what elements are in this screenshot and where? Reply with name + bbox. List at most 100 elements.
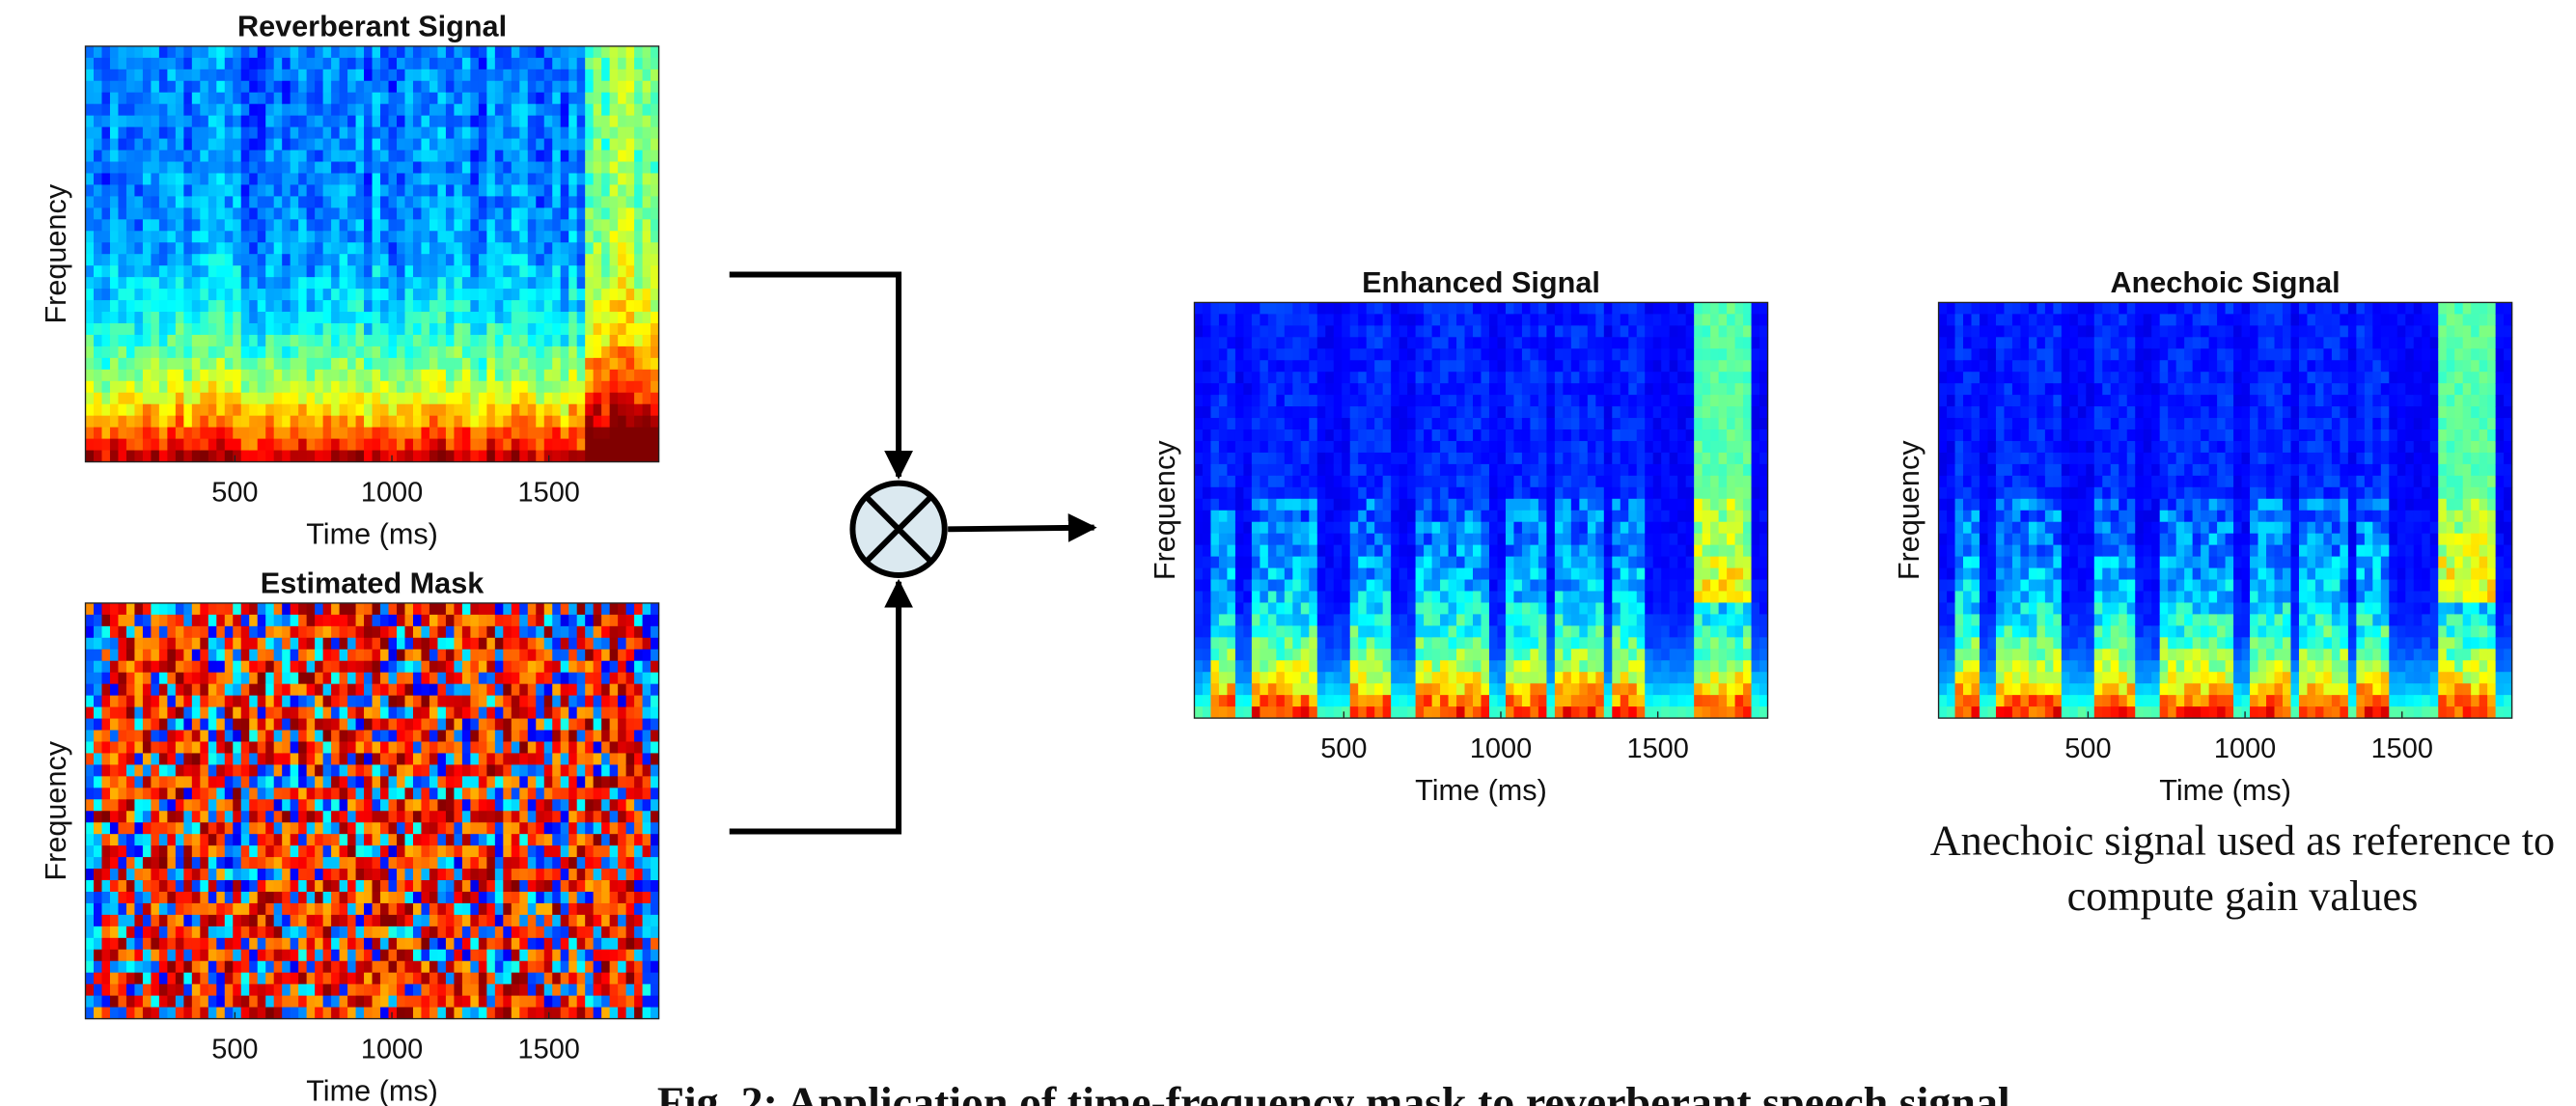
spectrogram-cell — [585, 1008, 594, 1019]
spectrogram-cell — [249, 950, 258, 961]
spectrogram-cell — [585, 184, 594, 196]
spectrogram-cell — [634, 834, 643, 845]
spectrogram-cell — [373, 880, 381, 892]
spectrogram-cell — [462, 184, 471, 196]
spectrogram-cell — [216, 845, 225, 857]
spectrogram-cell — [340, 416, 348, 428]
spectrogram-cell — [373, 973, 381, 984]
spectrogram-cell — [454, 139, 462, 151]
spectrogram-cell — [159, 626, 168, 638]
spectrogram-cell — [479, 869, 487, 880]
spectrogram-cell — [233, 603, 241, 615]
spectrogram-cell — [421, 207, 429, 219]
spectrogram-cell — [373, 684, 381, 696]
spectrogram-cell — [167, 254, 176, 265]
spectrogram-cell — [568, 984, 577, 996]
spectrogram-cell — [462, 162, 471, 174]
spectrogram-cell — [192, 370, 201, 381]
spectrogram-cell — [282, 984, 291, 996]
spectrogram-cell — [568, 404, 577, 416]
spectrogram-cell — [568, 381, 577, 393]
spectrogram-cell — [568, 242, 577, 254]
spectrogram-cell — [151, 428, 159, 439]
spectrogram-cell — [176, 903, 184, 915]
spectrogram-cell — [503, 346, 512, 358]
spectrogram-cell — [192, 323, 201, 335]
spectrogram-cell — [634, 358, 643, 370]
spectrogram-cell — [552, 984, 561, 996]
spectrogram-cell — [421, 196, 429, 207]
spectrogram-cell — [519, 661, 528, 673]
spectrogram-cell — [503, 451, 512, 462]
spectrogram-cell — [241, 289, 250, 300]
spectrogram-cell — [258, 973, 266, 984]
spectrogram-cell — [110, 696, 119, 707]
spectrogram-cell — [241, 788, 250, 799]
spectrogram-cell — [225, 903, 234, 915]
spectrogram-cell — [512, 162, 520, 174]
spectrogram-cell — [585, 93, 594, 104]
spectrogram-cell — [225, 162, 234, 174]
spectrogram-cell — [323, 116, 332, 127]
spectrogram-cell — [429, 451, 438, 462]
spectrogram-cell — [380, 58, 389, 69]
spectrogram-cell — [331, 358, 340, 370]
spectrogram-cell — [315, 139, 323, 151]
spectrogram-cell — [151, 404, 159, 416]
spectrogram-cell — [315, 69, 323, 81]
spectrogram-cell — [241, 254, 250, 265]
spectrogram-cell — [577, 451, 586, 462]
spectrogram-cell — [577, 845, 586, 857]
spectrogram-cell — [552, 684, 561, 696]
spectrogram-cell — [577, 381, 586, 393]
spectrogram-cell — [249, 346, 258, 358]
spectrogram-cell — [258, 811, 266, 822]
spectrogram-cell — [552, 673, 561, 684]
spectrogram-cell — [528, 684, 537, 696]
spectrogram-cell — [544, 950, 553, 961]
spectrogram-cell — [176, 788, 184, 799]
spectrogram-cell — [143, 996, 152, 1008]
spectrogram-cell — [298, 335, 307, 346]
spectrogram-cell — [126, 684, 135, 696]
spectrogram-cell — [176, 661, 184, 673]
spectrogram-cell — [216, 973, 225, 984]
spectrogram-cell — [176, 938, 184, 950]
spectrogram-cell — [495, 404, 504, 416]
spectrogram-cell — [380, 845, 389, 857]
spectrogram-cell — [446, 857, 455, 869]
spectrogram-cell — [470, 741, 479, 753]
spectrogram-cell — [143, 93, 152, 104]
spectrogram-cell — [495, 834, 504, 845]
spectrogram-cell — [249, 300, 258, 312]
spectrogram-cell — [86, 116, 95, 127]
spectrogram-cell — [634, 207, 643, 219]
spectrogram-cell — [413, 69, 422, 81]
spectrogram-cell — [249, 289, 258, 300]
spectrogram-cell — [216, 707, 225, 719]
spectrogram-cell — [274, 370, 283, 381]
spectrogram-cell — [225, 139, 234, 151]
spectrogram-cell — [265, 381, 274, 393]
spectrogram-cell — [446, 231, 455, 242]
spectrogram-cell — [176, 915, 184, 926]
spectrogram-cell — [307, 1008, 316, 1019]
spectrogram-cell — [307, 127, 316, 139]
spectrogram-cell — [159, 950, 168, 961]
spectrogram-cell — [143, 845, 152, 857]
spectrogram-cell — [86, 776, 95, 788]
spectrogram-cell — [159, 58, 168, 69]
spectrogram-cell — [519, 162, 528, 174]
spectrogram-cell — [446, 404, 455, 416]
spectrogram-cell — [421, 312, 429, 323]
spectrogram-cell — [568, 1008, 577, 1019]
spectrogram-cell — [208, 696, 217, 707]
spectrogram-cell — [134, 370, 143, 381]
spectrogram-cell — [200, 764, 208, 776]
spectrogram-cell — [454, 439, 462, 451]
spectrogram-cell — [634, 926, 643, 938]
spectrogram-cell — [143, 184, 152, 196]
spectrogram-cell — [208, 731, 217, 742]
spectrogram-cell — [249, 880, 258, 892]
spectrogram-cell — [421, 1008, 429, 1019]
